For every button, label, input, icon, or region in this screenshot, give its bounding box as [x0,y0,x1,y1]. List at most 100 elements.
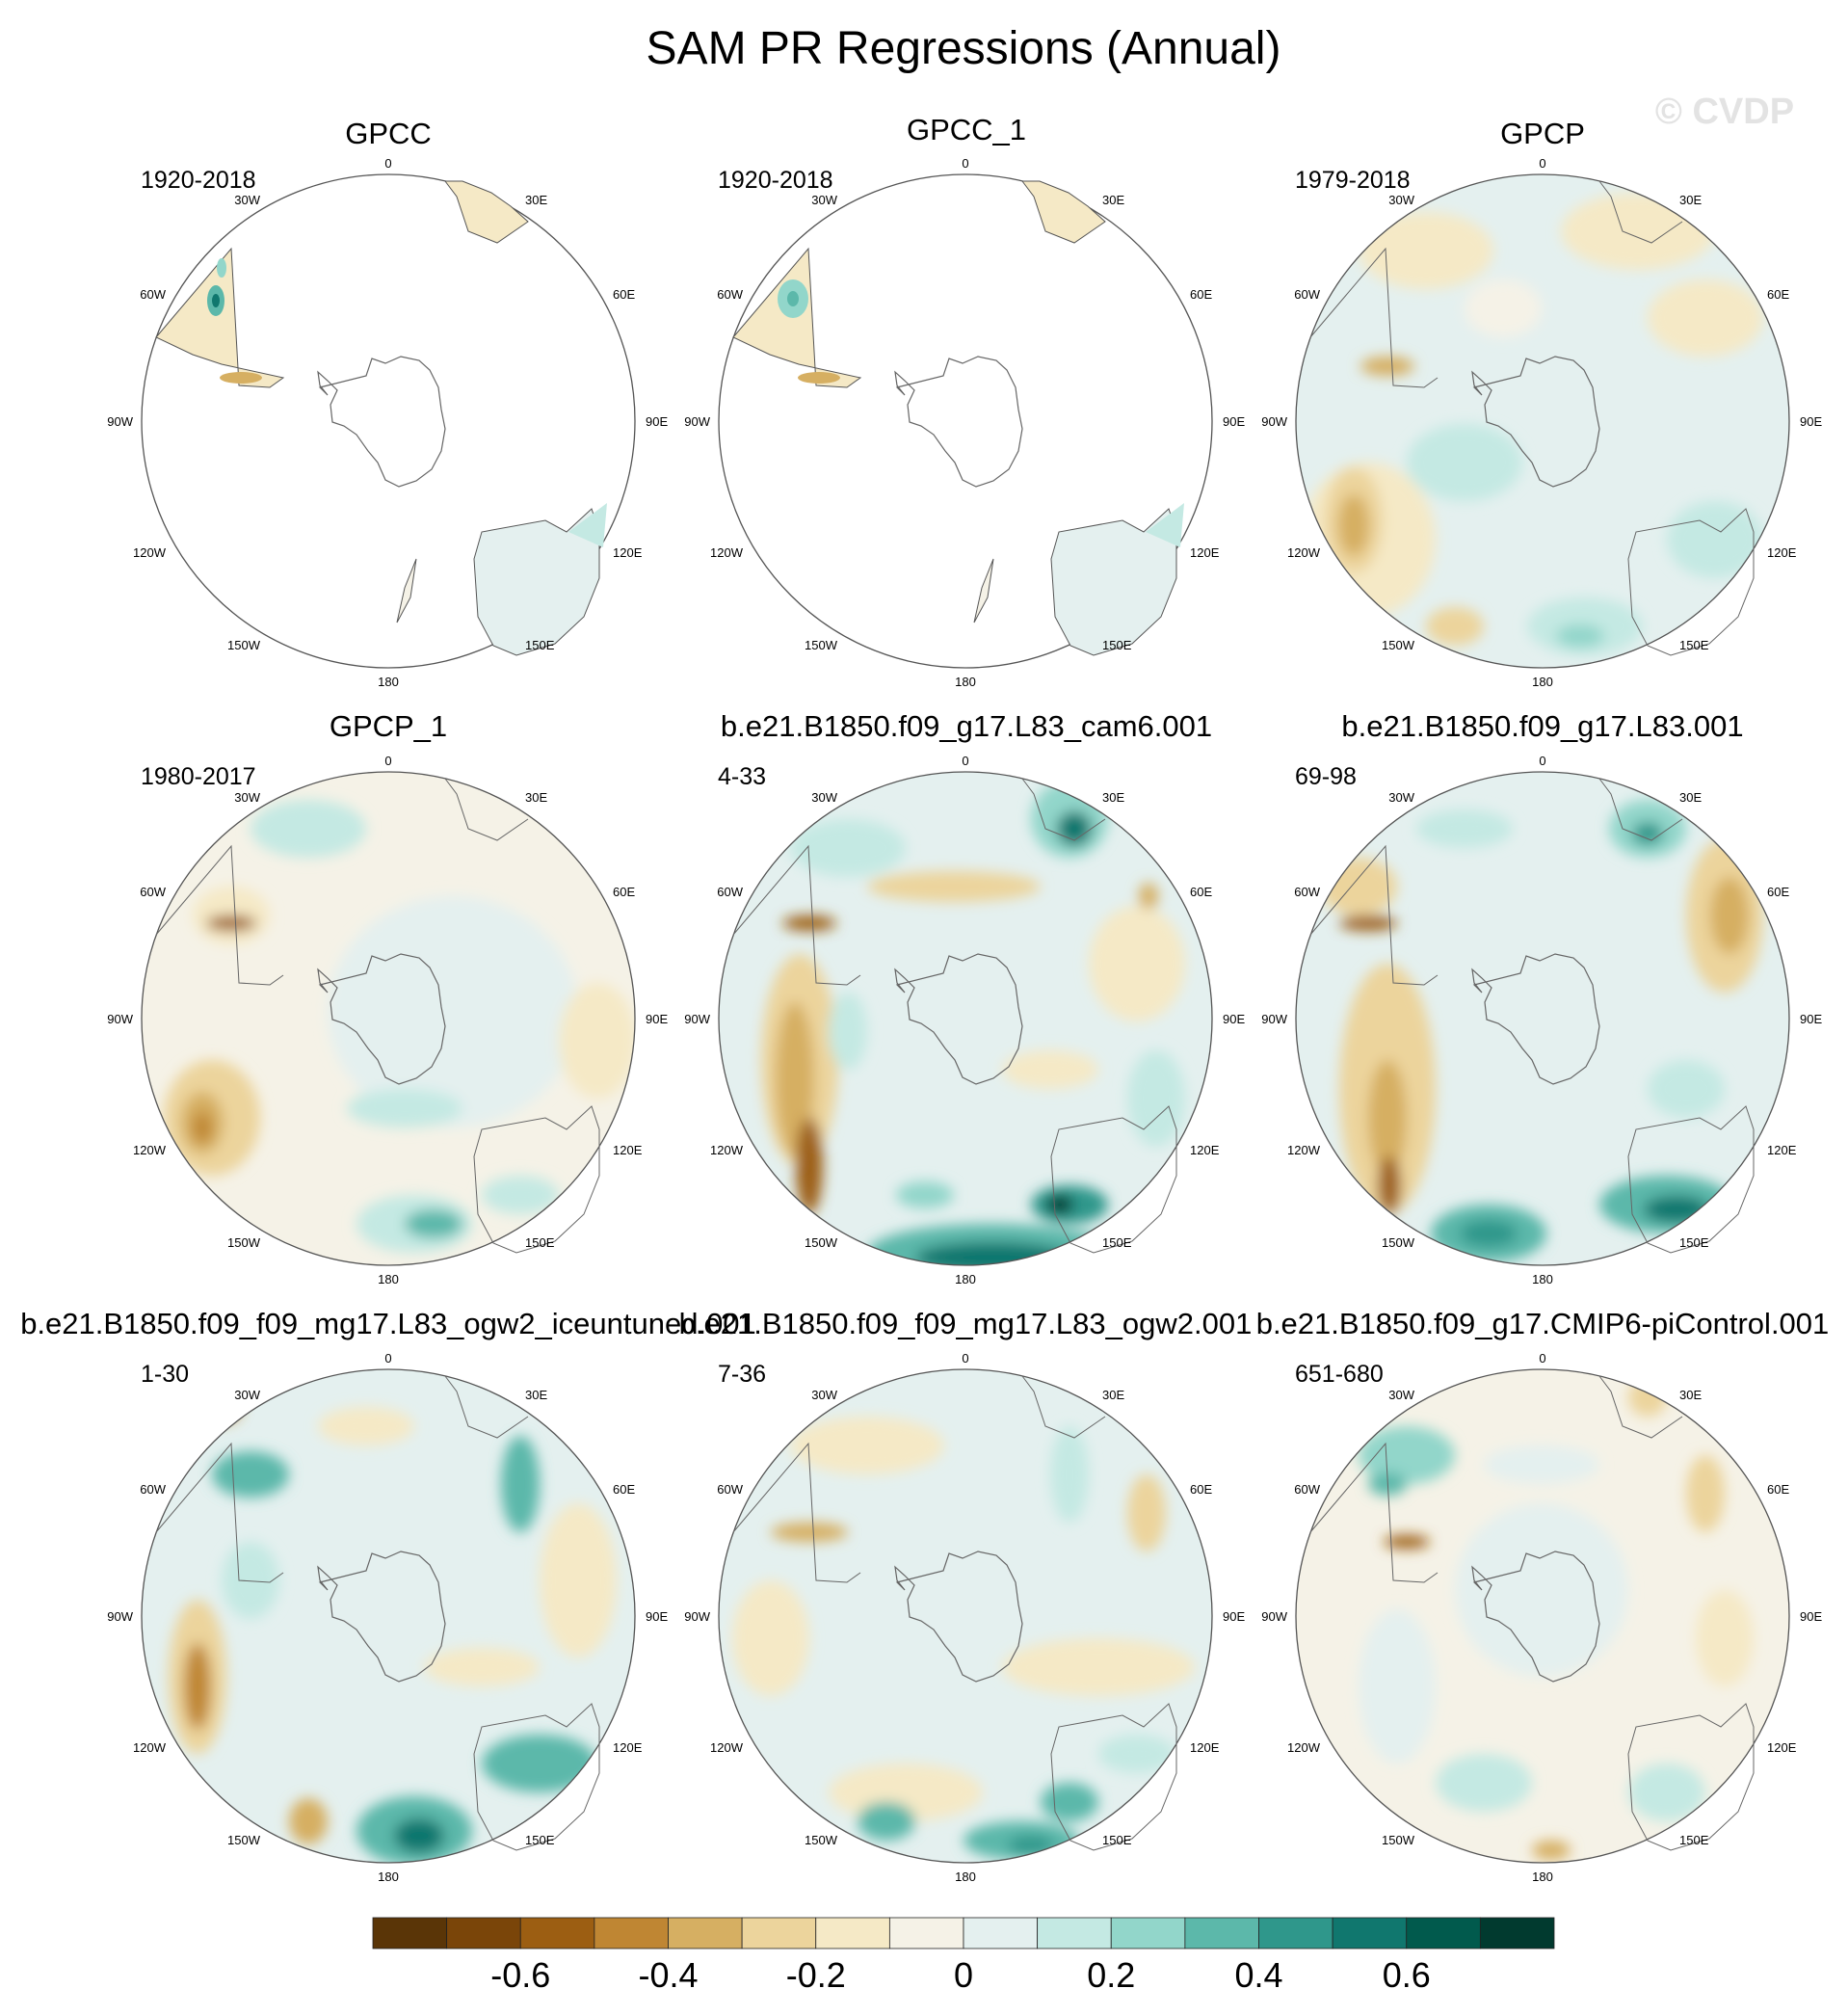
svg-text:0: 0 [1539,754,1545,768]
svg-text:120E: 120E [1767,1740,1797,1755]
colorbar-box [1479,1917,1555,1949]
svg-text:90E: 90E [1223,1012,1245,1026]
longitude-labels: 0 30E 60E 90E 120E 150E 180 150W 120W 90… [107,156,668,689]
svg-text:90E: 90E [1800,1609,1822,1624]
map-panel-gpcp-1: GPCP_1 1980-2017 [107,709,668,1286]
svg-text:30E: 30E [1102,790,1124,805]
australia-coastline [1627,508,1755,656]
precip-field [142,1369,635,1863]
svg-text:180: 180 [955,1272,976,1286]
svg-text:90W: 90W [107,414,133,429]
panel-period: 1980-2017 [141,763,256,790]
svg-text:90E: 90E [646,414,668,429]
precip-field [719,772,1212,1265]
svg-text:90E: 90E [1800,414,1822,429]
colorbar-box [741,1917,817,1949]
svg-text:150E: 150E [1102,1833,1132,1847]
svg-text:30W: 30W [1388,193,1414,207]
svg-text:180: 180 [1532,1272,1553,1286]
south-america-coastline [732,1442,861,1583]
svg-text:150W: 150W [805,638,838,652]
svg-text:120E: 120E [613,545,643,560]
map-panel-ogw2-001: b.e21.B1850.f09_f09_mg17.L83_ogw2.001 7-… [679,1307,1253,1884]
colorbar-box [1037,1917,1112,1949]
panel-title: b.e21.B1850.f09_g17.L83_cam6.001 [721,709,1212,743]
map-panel-gpcp: GPCP 1979-2018 [1261,117,1822,689]
colorbar-box [1110,1917,1186,1949]
svg-text:60W: 60W [1294,885,1320,899]
colorbar-tick-label: -0.6 [490,1955,550,1995]
svg-text:60W: 60W [140,1482,166,1497]
map-panel-ogw2-iceuntuned: b.e21.B1850.f09_f09_mg17.L83_ogw2_iceunt… [20,1307,756,1884]
africa-coastline [1021,778,1106,841]
south-america-coastline [1309,1442,1439,1583]
svg-text:0: 0 [962,754,968,768]
svg-text:0: 0 [1539,1351,1545,1365]
svg-text:30E: 30E [1102,1388,1124,1402]
svg-text:60E: 60E [1190,885,1212,899]
svg-text:30E: 30E [1102,193,1124,207]
colorbar: -0.6 -0.4 -0.2 0 0.2 0.4 0.6 [372,1917,1555,1995]
antarctica-coastline [317,1551,446,1683]
svg-text:60W: 60W [1294,287,1320,302]
svg-text:30W: 30W [811,1388,837,1402]
longitude-labels: 0 30E 60E 90E 120E 150E 180 150W 120W 90… [1261,156,1822,689]
land-field [732,180,1184,656]
longitude-labels: 0 30E 60E 90E 120E 150E 180 150W 120W 90… [684,156,1245,689]
colorbar-box [963,1917,1039,1949]
svg-text:90W: 90W [1261,1609,1287,1624]
svg-text:120E: 120E [1190,1740,1220,1755]
antarctica-coastline [317,356,446,488]
svg-text:150W: 150W [1382,638,1415,652]
svg-text:90W: 90W [107,1012,133,1026]
australia-coastline [473,1105,600,1254]
antarctica-coastline [317,953,446,1085]
svg-text:120E: 120E [1190,545,1220,560]
panel-title: b.e21.B1850.f09_f09_mg17.L83_ogw2.001 [679,1307,1253,1340]
colorbar-box [519,1917,595,1949]
svg-text:180: 180 [955,1869,976,1884]
map-disk [718,1368,1213,1864]
svg-text:0: 0 [962,1351,968,1365]
panel-title: GPCC [345,117,432,150]
svg-text:150E: 150E [525,638,555,652]
colorbar-tick-label: 0 [954,1955,973,1995]
south-america-coastline [155,844,284,986]
svg-text:60W: 60W [717,885,743,899]
map-panel-cmip6-picontrol: b.e21.B1850.f09_g17.CMIP6-piControl.001 … [1256,1307,1830,1884]
svg-text:150E: 150E [1679,638,1709,652]
map-disk [141,771,636,1266]
svg-text:30W: 30W [234,790,260,805]
svg-text:120E: 120E [1190,1143,1220,1157]
africa-coastline [444,1375,529,1439]
colorbar-tick-label: 0.4 [1234,1955,1282,1995]
colorbar-box [594,1917,669,1949]
africa-coastline [1021,1375,1106,1439]
map-panel-l83-001: b.e21.B1850.f09_g17.L83.001 69-98 [1261,709,1822,1286]
svg-text:180: 180 [378,1272,399,1286]
panel-title: GPCP_1 [330,709,447,743]
colorbar-box [668,1917,743,1949]
svg-text:60E: 60E [613,885,635,899]
longitude-labels: 0 30E 60E 90E 120E 150E 180 150W 120W 90… [684,754,1245,1286]
map-disk [141,1368,636,1864]
svg-text:90W: 90W [107,1609,133,1624]
longitude-labels: 0 30E 60E 90E 120E 150E 180 150W 120W 90… [684,1351,1245,1884]
australia-coastline [1627,1703,1755,1851]
panel-period: 1920-2018 [141,167,256,194]
panel-period: 4-33 [718,763,766,790]
svg-text:120W: 120W [133,1740,167,1755]
longitude-labels: 0 30E 60E 90E 120E 150E 180 150W 120W 90… [107,1351,668,1884]
land-field [155,180,607,656]
svg-text:120W: 120W [133,1143,167,1157]
cvdp-watermark: © CVDP [1655,92,1794,132]
antarctica-coastline [894,953,1023,1085]
panel-period: 1979-2018 [1295,167,1411,194]
svg-text:120W: 120W [1287,545,1321,560]
svg-text:60E: 60E [1767,1482,1789,1497]
svg-text:90E: 90E [1800,1012,1822,1026]
antarctica-coastline [1471,953,1600,1085]
precip-field [1296,772,1789,1265]
australia-coastline [1050,1703,1177,1851]
svg-text:60W: 60W [717,1482,743,1497]
